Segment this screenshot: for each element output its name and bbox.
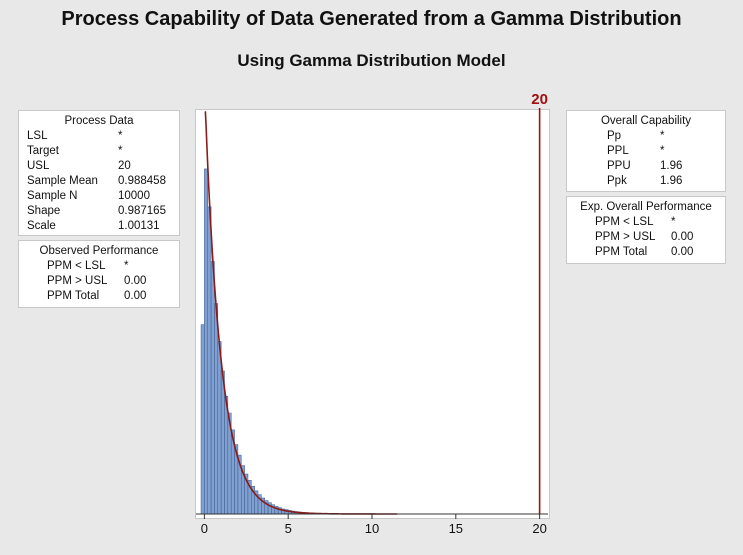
row-label: Sample Mean [27,175,98,187]
row-label: Sample N [27,190,78,202]
overall-capability-panel: Overall Capability Pp * PPL * PPU 1.96 Ppk 1.96 [566,110,726,192]
x-tick-label: 15 [449,521,463,536]
process-data-row: Scale 1.00131 [19,219,179,234]
row-value: 0.988458 [118,175,166,187]
histogram-bar [220,370,225,515]
row-value: * [118,145,123,157]
x-tick-label: 20 [532,521,546,536]
row-value: * [118,130,123,142]
process-data-row: LSL * [19,129,179,144]
exp-overall-performance-panel: Exp. Overall Performance PPM < LSL * PPM >… [566,196,726,264]
overall-capability-header: Overall Capability [600,115,692,127]
row-label: PPM < LSL [595,216,654,228]
row-label: PPM > USL [47,275,108,287]
observed-performance-row: PPM > USL 0.00 [19,274,179,289]
row-value: * [671,216,676,228]
process-data-row: USL 20 [19,159,179,174]
row-label: Pp [607,130,622,142]
row-value: 0.00 [671,231,694,243]
histogram-bar [210,261,215,515]
histogram-bar [217,341,222,515]
row-value: 1.96 [660,175,683,187]
observed-performance-row: PPM Total 0.00 [19,289,179,304]
histogram-bar [207,206,212,515]
row-value: 20 [118,160,131,172]
row-value: 10000 [118,190,150,202]
exp-overall-performance-row: PPM Total 0.00 [567,245,725,260]
exp-overall-performance-header: Exp. Overall Performance [580,201,712,213]
row-label: Ppk [607,175,627,187]
row-label: LSL [27,130,48,142]
chart-subtitle: Using Gamma Distribution Model [237,51,506,70]
row-label: Shape [27,205,61,217]
row-label: Scale [27,220,56,232]
row-value: 0.00 [124,290,147,302]
histogram-bar [214,303,219,515]
observed-performance-row: PPM < LSL * [19,259,179,274]
row-value: 1.00131 [118,220,160,232]
x-tick-label: 10 [365,521,379,536]
exp-overall-performance-row: PPM < LSL * [567,215,725,230]
row-value: 1.96 [660,160,683,172]
row-value: * [660,130,665,142]
row-label: Target [27,145,59,157]
overall-capability-row: PPU 1.96 [567,159,725,174]
overall-capability-row: PPL * [567,144,725,159]
row-label: PPM Total [47,290,100,302]
row-label: PPU [607,160,631,172]
process-data-row: Sample Mean 0.988458 [19,174,179,189]
row-value: 0.00 [124,275,147,287]
histogram-bar [200,324,205,515]
chart-title: Process Capability of Data Generated fro… [61,8,682,30]
exp-overall-performance-row: PPM > USL 0.00 [567,230,725,245]
observed-performance-header: Observed Performance [39,245,159,257]
histogram-bar [224,395,229,515]
row-label: PPM < LSL [47,260,106,272]
row-value: 0.00 [671,246,694,258]
histogram-plot-area [195,109,550,519]
row-value: 0.987165 [118,205,166,217]
usl-label: 20 [531,91,548,108]
overall-capability-row: Ppk 1.96 [567,174,725,189]
overall-capability-row: Pp * [567,129,725,144]
process-data-header: Process Data [64,115,134,127]
process-data-row: Target * [19,144,179,159]
row-value: * [124,260,129,272]
histogram-bar [204,168,208,515]
observed-performance-panel: Observed Performance PPM < LSL * PPM > USL… [18,240,180,308]
row-label: PPL [607,145,629,157]
row-label: USL [27,160,50,172]
x-tick-label: 5 [285,521,292,536]
process-data-row: Shape 0.987165 [19,204,179,219]
x-tick-label: 0 [201,521,208,536]
process-data-panel: Process Data LSL * Target * USL 20 Sample Mean… [18,110,180,236]
row-label: PPM Total [595,246,648,258]
process-data-row: Sample N 10000 [19,189,179,204]
row-value: * [660,145,665,157]
row-label: PPM > USL [595,231,656,243]
